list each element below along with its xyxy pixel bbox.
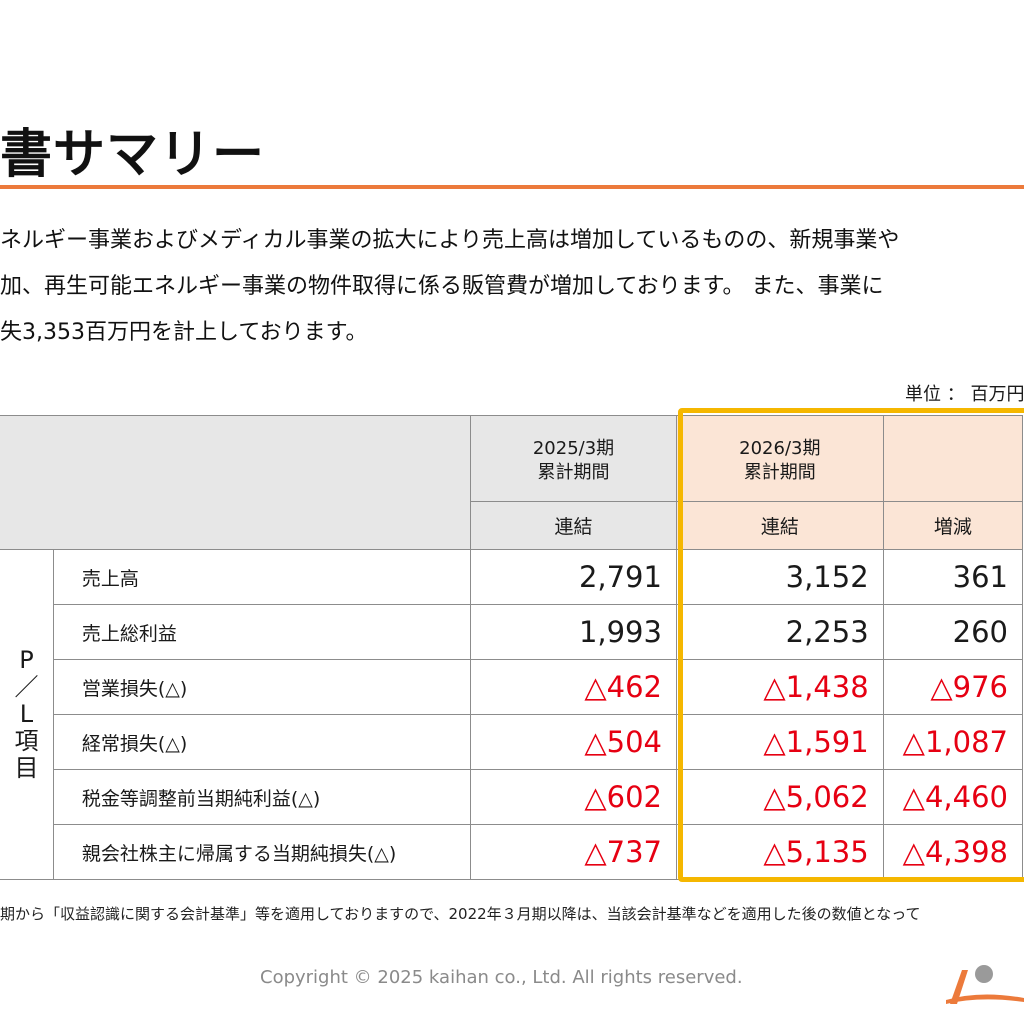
col-diff-sub: 増減: [882, 501, 1024, 550]
cell-2025-gross-profit: 1,993: [470, 604, 677, 660]
description-line-2: 加、再生可能エネルギー事業の物件取得に係る販管費が増加しております。 また、事業…: [0, 274, 884, 299]
cell-diff-pretax-income: △4,460: [882, 769, 1024, 825]
cell-diff-sales: 361: [882, 549, 1024, 605]
row-label-ordinary-loss: 経常損失(△): [52, 714, 472, 770]
description-line-1: ネルギー事業およびメディカル事業の拡大により売上高は増加しているものの、新規事業…: [0, 228, 900, 253]
side-char: L: [19, 700, 34, 728]
col-2025-range: 累計期間: [537, 461, 610, 483]
unit-label: 単位 ： 百万円: [905, 384, 1024, 405]
side-char: 項: [14, 727, 39, 755]
row-label-sales: 売上高: [52, 549, 472, 605]
side-char: P: [19, 646, 34, 674]
table-corner-header: [0, 415, 472, 550]
cell-diff-gross-profit: 260: [882, 604, 1024, 660]
cell-2026-gross-profit: 2,253: [675, 604, 884, 660]
side-char: ／: [14, 673, 39, 701]
cell-2025-operating-loss: △462: [470, 659, 677, 715]
cell-2025-pretax-income: △602: [470, 769, 677, 825]
col-2026-sub: 連結: [675, 501, 884, 550]
col-2026-range: 累計期間: [743, 461, 816, 483]
col-2025-sub: 連結: [470, 501, 677, 550]
cell-2026-operating-loss: △1,438: [675, 659, 884, 715]
footnote: 期から「収益認識に関する会計基準」等を適用しておりますので、2022年３月期以降…: [0, 905, 921, 923]
cell-2026-pretax-income: △5,062: [675, 769, 884, 825]
row-label-gross-profit: 売上総利益: [52, 604, 472, 660]
col-header-2026: 2026/3期 累計期間: [675, 415, 884, 502]
row-label-pretax-income: 税金等調整前当期純利益(△): [52, 769, 472, 825]
cell-2026-net-loss-parent: △5,135: [675, 824, 884, 880]
summary-description: ネルギー事業およびメディカル事業の拡大により売上高は増加しているものの、新規事業…: [0, 218, 1024, 356]
pl-items-side-label: P ／ L 項 目: [0, 549, 54, 880]
description-line-3: 失3,353百万円を計上しております。: [0, 320, 368, 345]
side-char: 目: [14, 754, 39, 782]
cell-diff-net-loss-parent: △4,398: [882, 824, 1024, 880]
cell-2025-net-loss-parent: △737: [470, 824, 677, 880]
row-label-net-loss-parent: 親会社株主に帰属する当期純損失(△): [52, 824, 472, 880]
cell-diff-ordinary-loss: △1,087: [882, 714, 1024, 770]
cell-2025-sales: 2,791: [470, 549, 677, 605]
pl-summary-table: 2025/3期 累計期間 2026/3期 累計期間 連結 連結 増減 P ／ L…: [0, 415, 1024, 880]
cell-diff-operating-loss: △976: [882, 659, 1024, 715]
col-2025-period: 2025/3期: [532, 437, 615, 459]
page-title: 書サマリー: [0, 125, 266, 185]
cell-2026-ordinary-loss: △1,591: [675, 714, 884, 770]
title-divider: [0, 185, 1024, 189]
cell-2025-ordinary-loss: △504: [470, 714, 677, 770]
col-header-diff-top: [882, 415, 1024, 502]
row-label-operating-loss: 営業損失(△): [52, 659, 472, 715]
company-logo: [946, 965, 1024, 1004]
cell-2026-sales: 3,152: [675, 549, 884, 605]
copyright-notice: Copyright © 2025 kaihan co., Ltd. All ri…: [260, 967, 743, 988]
col-2026-period: 2026/3期: [739, 437, 821, 459]
col-header-2025: 2025/3期 累計期間: [470, 415, 677, 502]
